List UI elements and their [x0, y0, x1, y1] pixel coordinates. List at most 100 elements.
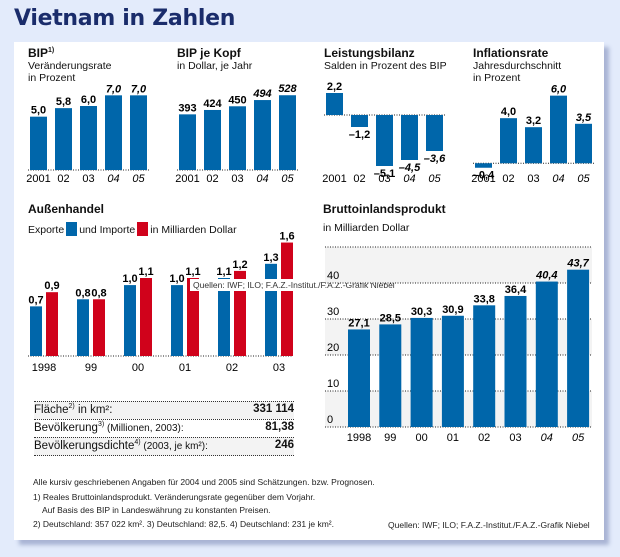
info-row-flaeche: Fläche2) in km²: 331 114	[34, 401, 294, 419]
aussenhandel-header: Außenhandel Exporte und Importe in Milliar…	[28, 202, 308, 236]
data-label: 28,5	[380, 312, 401, 324]
x-tick-label: 1998	[347, 432, 371, 444]
x-tick-label: 04	[541, 432, 553, 444]
data-label: 2,2	[327, 81, 342, 93]
bar-05	[279, 95, 296, 170]
info-label-rest: (Millionen, 2003):	[104, 422, 184, 434]
leistungsbilanz-chart-header: Leistungsbilanz Salden in Prozent des BI…	[324, 46, 464, 72]
bar-05	[575, 123, 592, 164]
footnote-1: 1) Reales Bruttoinlandsprodukt. Veränder…	[33, 492, 316, 502]
bar-1998	[348, 329, 370, 427]
info-label-text: Bevölkerungsdichte	[34, 439, 135, 452]
bar-03	[80, 106, 97, 170]
data-label: 0,9	[44, 280, 59, 292]
bip-title-footnote: 1)	[48, 47, 55, 54]
info-value: 246	[274, 439, 294, 451]
data-label: 494	[252, 88, 271, 100]
info-value: 331 114	[253, 403, 294, 415]
bar-02	[204, 109, 221, 170]
bar-02	[500, 118, 517, 164]
bar-04	[105, 95, 122, 170]
data-label: 1,0	[169, 273, 184, 285]
data-label: 0,8	[75, 287, 90, 299]
bar-2001	[475, 163, 492, 168]
bar-03	[504, 295, 527, 427]
data-label: 43,7	[566, 258, 589, 270]
bar-02	[473, 305, 496, 427]
info-label-text: Fläche	[34, 403, 69, 416]
data-label: –5,1	[374, 168, 395, 180]
x-tick-label: 02	[478, 432, 490, 444]
footnote-estimates: Alle kursiv geschriebenen Angaben für 20…	[33, 477, 375, 487]
data-label: 1,1	[216, 266, 231, 278]
data-label: 40,4	[535, 270, 557, 282]
x-tick-label: 02	[353, 173, 365, 185]
data-label: 1,1	[185, 266, 200, 278]
legend-exporte-label: Exporte	[28, 224, 65, 236]
x-tick-label: 03	[82, 173, 94, 185]
footnote-1-cont: Auf Basis des BIP in Landeswährung zu ko…	[42, 505, 271, 515]
bip-subtitle-2: in Prozent	[28, 72, 76, 84]
info-label: Fläche2) in km²:	[34, 403, 112, 419]
bar-02	[351, 115, 368, 127]
x-tick-label: 02	[502, 173, 514, 185]
inflation-title: Inflationsrate	[473, 46, 549, 60]
bip-chart-header: BIP1) Veränderungsrate in Prozent	[28, 46, 158, 84]
data-label: 30,9	[442, 304, 463, 316]
x-tick-label: 02	[226, 362, 238, 374]
bar-04	[535, 281, 558, 427]
x-tick-label: 2001	[175, 173, 199, 185]
aussenhandel-title: Außenhandel	[28, 202, 105, 216]
x-tick-label: 2001	[471, 173, 495, 185]
bar-99	[379, 324, 402, 427]
data-label: 27,1	[348, 317, 369, 329]
data-label: 5,8	[56, 96, 71, 108]
data-label: 33,8	[473, 293, 494, 305]
data-label: 36,4	[505, 284, 527, 296]
data-label: 450	[228, 94, 246, 106]
leistungsbilanz-subtitle: Salden in Prozent des BIP	[324, 60, 447, 72]
export-bar-00	[124, 285, 136, 356]
y-tick-label: 40	[327, 270, 339, 282]
footnote-2-4: 2) Deutschland: 357 022 km². 3) Deutschl…	[33, 519, 334, 529]
x-tick-label: 04	[256, 173, 268, 185]
info-label: Bevölkerungsdichte4) (2003, je km²):	[34, 439, 208, 455]
import-bar-00	[140, 278, 152, 356]
bar-03	[376, 115, 393, 166]
x-tick-label: 05	[572, 432, 585, 444]
data-label: 30,3	[411, 306, 432, 318]
export-bar-99	[77, 299, 89, 356]
grid-band	[325, 247, 592, 283]
bar-2001	[326, 93, 343, 115]
data-label: 3,2	[526, 115, 541, 127]
bip-title-text: BIP	[28, 46, 49, 60]
legend-importe-swatch	[137, 222, 149, 236]
data-label: 6,0	[551, 84, 567, 96]
import-bar-03	[281, 242, 293, 356]
legend-unit-label: in Milliarden Dollar	[150, 224, 237, 236]
data-label: –4,5	[399, 162, 421, 174]
export-bar-1998	[30, 306, 42, 356]
data-label: 1,3	[263, 252, 278, 264]
x-tick-label: 02	[206, 173, 218, 185]
data-label: 7,0	[106, 83, 122, 95]
bip-kopf-subtitle: in Dollar, je Jahr	[177, 60, 253, 72]
info-table: Fläche2) in km²: 331 114 Bevölkerung3) (…	[34, 401, 294, 456]
bar-2001	[30, 116, 47, 170]
x-tick-label: 00	[415, 432, 427, 444]
bip-subtitle-1: Veränderungsrate	[28, 60, 112, 72]
x-tick-label: 2001	[26, 173, 50, 185]
x-tick-label: 01	[447, 432, 459, 444]
inflation-chart-header: Inflationsrate Jahresdurchschnitt in Pro…	[473, 46, 603, 84]
aussenhandel-legend: Exporte und Importe in Milliarden Dollar	[28, 222, 308, 236]
info-label-rest: (2003, je km²):	[140, 440, 208, 452]
bip-kopf-chart: 393 2001 424 02 450 03 494 04 528 05	[175, 83, 298, 185]
x-tick-label: 00	[132, 362, 144, 374]
data-label: 4,0	[501, 106, 516, 118]
bip-kopf-title: BIP je Kopf	[177, 46, 241, 60]
inflation-subtitle-1: Jahresdurchschnitt	[473, 60, 562, 72]
bar-05	[130, 95, 147, 170]
bar-2001	[179, 114, 196, 170]
